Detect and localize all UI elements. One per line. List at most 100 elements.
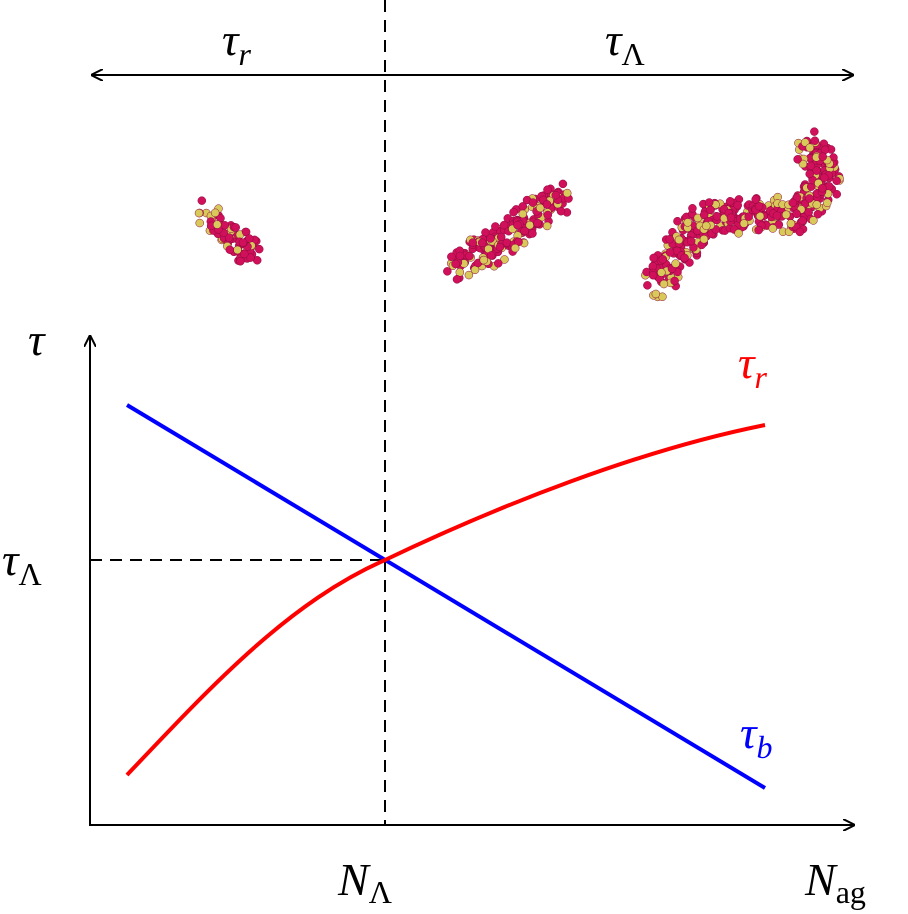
bead	[818, 183, 827, 193]
crossing-y-label: τΛ	[2, 534, 42, 592]
bead	[443, 267, 452, 276]
tau-r-curve	[125, 423, 766, 777]
bead	[510, 243, 520, 253]
bead	[805, 143, 815, 152]
bead	[513, 220, 522, 230]
bead	[810, 127, 819, 136]
subscript: r	[754, 359, 767, 395]
bead	[486, 234, 495, 243]
bead	[786, 219, 796, 228]
bead	[699, 210, 709, 220]
bead	[533, 218, 542, 228]
bead	[754, 201, 764, 211]
bead	[725, 197, 735, 206]
bead	[479, 255, 489, 265]
bead	[542, 200, 552, 209]
bead	[774, 220, 784, 229]
bead	[648, 270, 658, 280]
bead	[194, 208, 204, 218]
subscript: r	[238, 36, 251, 72]
bead	[246, 253, 255, 262]
bead	[809, 216, 818, 225]
curve-label: τr	[738, 337, 767, 395]
bead	[754, 225, 763, 235]
bead	[651, 289, 661, 299]
bead	[832, 176, 841, 186]
bead	[447, 252, 456, 261]
bead	[477, 238, 487, 248]
bead	[500, 255, 509, 264]
bead	[452, 275, 462, 284]
bead	[805, 169, 814, 179]
bead	[733, 200, 742, 210]
bead	[665, 234, 674, 244]
bead	[518, 209, 528, 219]
bead	[451, 259, 460, 269]
bead	[755, 211, 765, 221]
bead	[659, 279, 669, 289]
bead	[486, 251, 496, 260]
bead	[820, 173, 829, 183]
bead	[528, 229, 537, 238]
bead	[255, 244, 264, 254]
bead	[788, 198, 797, 208]
bead	[245, 234, 254, 243]
bead	[236, 257, 245, 266]
bead	[795, 227, 805, 237]
bead	[712, 212, 722, 221]
bead	[225, 245, 235, 254]
x-axis-label: Nag	[804, 854, 866, 910]
curve-label: τb	[740, 707, 772, 765]
crossing-x-label: NΛ	[337, 854, 392, 910]
bead	[464, 270, 474, 280]
bead	[238, 238, 248, 247]
bead	[781, 210, 791, 220]
bead	[813, 209, 823, 219]
symbol: τ	[2, 534, 20, 585]
bead	[822, 198, 832, 208]
subscript: b	[756, 729, 772, 765]
bead	[792, 209, 801, 218]
bead	[812, 200, 822, 209]
bead	[455, 251, 465, 261]
bead	[818, 152, 827, 161]
bead	[542, 221, 552, 231]
bead	[810, 136, 820, 145]
bead	[706, 205, 715, 215]
bead	[543, 185, 552, 194]
symbol: τ	[605, 14, 623, 65]
bead	[520, 226, 529, 236]
bead	[195, 218, 204, 228]
bead	[499, 220, 509, 230]
subscript: Λ	[369, 874, 392, 910]
bead	[806, 161, 815, 170]
bead	[658, 255, 668, 264]
bead	[701, 221, 711, 231]
bead	[665, 248, 675, 257]
bead	[543, 210, 553, 220]
tau-b-line	[125, 403, 767, 790]
bead	[493, 259, 503, 268]
bead	[468, 238, 478, 247]
symbol: τ	[222, 14, 240, 65]
subscript: ag	[836, 874, 866, 910]
symbol: N	[804, 854, 838, 905]
bead	[673, 216, 682, 226]
bead	[704, 198, 714, 207]
bead	[556, 206, 566, 216]
bead	[683, 218, 692, 227]
bead	[739, 219, 749, 228]
bead	[465, 251, 474, 261]
subscript: Λ	[621, 36, 644, 72]
region-label: τΛ	[605, 14, 645, 72]
bead	[699, 234, 709, 244]
bead	[686, 236, 696, 246]
bead	[680, 253, 689, 263]
bead	[212, 220, 222, 229]
bead	[793, 155, 802, 164]
bead	[535, 203, 545, 213]
symbol: τ	[740, 707, 758, 758]
bead	[768, 224, 778, 233]
bead	[657, 268, 666, 277]
